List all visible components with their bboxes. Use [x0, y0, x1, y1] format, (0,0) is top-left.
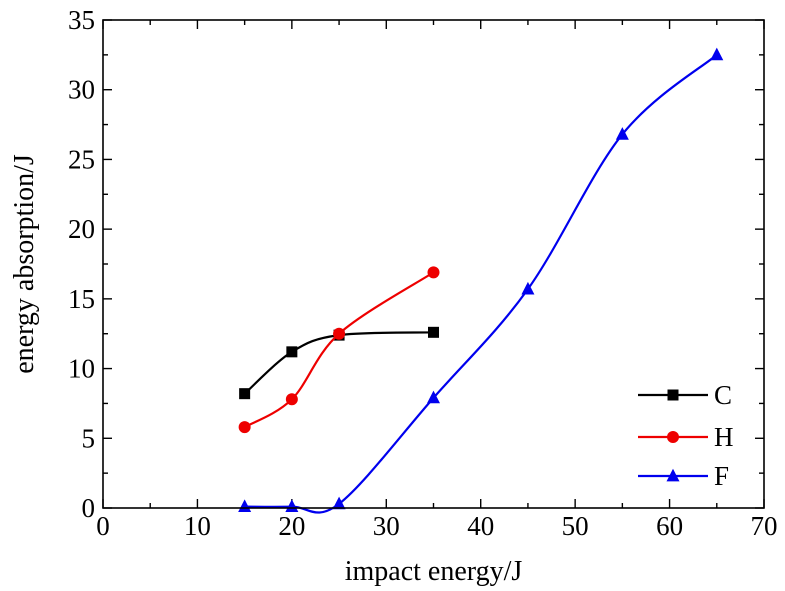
series-h-point	[427, 266, 440, 279]
series-f	[238, 47, 724, 514]
x-tick-label: 60	[656, 511, 683, 541]
series-h-point	[285, 393, 298, 406]
legend-label-h: H	[714, 422, 734, 452]
series-h-line	[244, 271, 435, 429]
series-f-point	[332, 496, 346, 510]
x-axis-title: impact energy/J	[345, 556, 523, 587]
y-tick-label: 35	[68, 5, 95, 35]
series-c-line	[243, 331, 434, 395]
series-f-point	[427, 390, 440, 404]
x-tick-label: 50	[562, 511, 589, 541]
y-tick-label: 5	[82, 423, 96, 453]
legend-item-h: H	[638, 422, 734, 452]
tick-labels: 0 10 20 30 40 50 60 70 0 5 10 15 20 25 30 35	[68, 5, 778, 541]
legend-item-f: F	[638, 461, 729, 491]
y-tick-label: 15	[68, 284, 95, 314]
series-f-point	[521, 281, 535, 295]
series-f-point	[615, 127, 629, 140]
y-tick-label: 0	[82, 493, 96, 523]
legend-label-c: C	[714, 380, 732, 410]
legend-swatch-marker	[667, 389, 679, 401]
series-c-point	[239, 388, 251, 400]
legend-item-c: C	[638, 380, 732, 410]
y-tick-label: 30	[68, 75, 95, 105]
series-h-point	[238, 421, 251, 434]
series-h-point	[333, 327, 346, 340]
series-layer	[238, 47, 724, 514]
series-h	[238, 266, 440, 434]
x-tick-label: 10	[184, 511, 211, 541]
x-tick-label: 70	[751, 511, 778, 541]
x-tick-label: 40	[467, 511, 494, 541]
y-tick-label: 25	[68, 144, 95, 174]
series-f-point	[238, 499, 252, 513]
y-tick-label: 10	[68, 354, 95, 384]
series-f-point	[710, 47, 724, 61]
legend: CHF	[638, 380, 734, 491]
y-tick-label: 20	[68, 214, 95, 244]
series-f-line	[244, 54, 718, 514]
series-f-point	[285, 499, 299, 513]
series-c-point	[286, 346, 298, 358]
axis-ticks	[102, 19, 765, 509]
x-tick-label: 20	[278, 511, 305, 541]
x-tick-label: 0	[96, 511, 110, 541]
legend-swatch-marker	[666, 468, 680, 482]
x-tick-label: 30	[373, 511, 400, 541]
legend-label-f: F	[714, 461, 729, 491]
y-axis-title: energy absorption/J	[9, 154, 40, 374]
plot-frame	[102, 19, 765, 509]
series-c-point	[428, 326, 439, 338]
legend-swatch-marker	[667, 431, 679, 443]
